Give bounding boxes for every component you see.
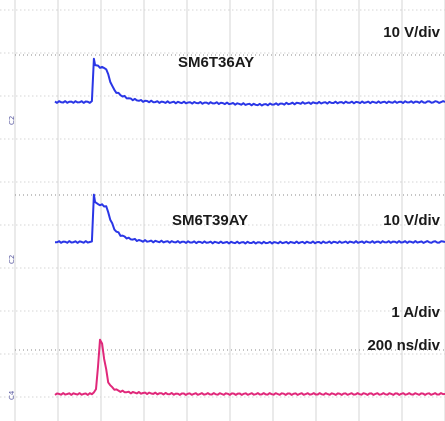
trace-1 — [54, 57, 445, 107]
channel-marker-2: C2 — [8, 255, 16, 264]
device-label-1: SM6T36AY — [178, 54, 254, 71]
channel-marker-1: C2 — [8, 116, 16, 125]
scale-label-2: 10 V/div — [383, 212, 440, 229]
device-label-2: SM6T39AY — [172, 212, 248, 229]
timebase-label: 200 ns/div — [367, 337, 440, 354]
trace-3 — [54, 338, 445, 396]
channel-marker-3: C4 — [8, 390, 16, 400]
trace-2 — [55, 193, 445, 245]
traces — [54, 57, 445, 396]
scale-label-3: 1 A/div — [391, 304, 440, 321]
labels: 10 V/div SM6T36AY SM6T39AY 10 V/div 1 A/… — [8, 24, 441, 400]
scale-label-1: 10 V/div — [383, 24, 440, 41]
